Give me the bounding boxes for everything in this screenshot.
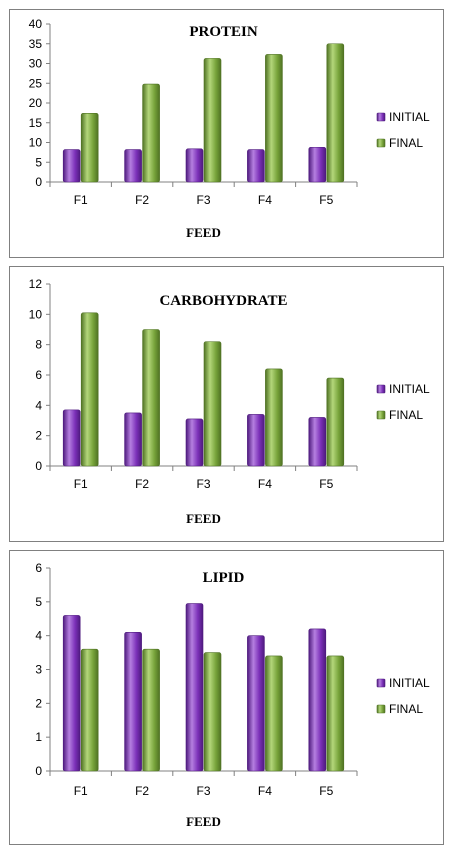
bar-final-f1 — [80, 312, 99, 467]
bar-final-f5 — [326, 43, 345, 183]
y-tick-label: 10 — [29, 307, 43, 321]
bar-final-f5 — [326, 377, 345, 467]
bar-initial-f5 — [308, 628, 327, 772]
x-tick-label: F3 — [196, 784, 210, 798]
bar-initial-f1 — [62, 409, 81, 467]
bar-initial-f2 — [124, 412, 142, 467]
y-tick-label: 30 — [29, 57, 43, 71]
y-tick-label: 0 — [35, 459, 42, 473]
legend-swatch-initial — [376, 384, 386, 394]
y-tick-label: 3 — [35, 663, 42, 677]
bar-initial-f3 — [185, 418, 204, 467]
bar-initial-f4 — [247, 149, 265, 183]
y-tick-label: 2 — [35, 696, 42, 710]
y-tick-label: 20 — [29, 96, 43, 110]
bar-final-f2 — [142, 83, 160, 183]
y-tick-label: 10 — [29, 136, 43, 150]
x-tick-label: F4 — [258, 784, 272, 798]
y-tick-label: 0 — [35, 175, 42, 189]
x-tick-label: F1 — [74, 193, 88, 207]
carbohydrate-chart-panel: CARBOHYDRATE 0 2 4 6 8 10 12 F1 F2 F3 F4 F5 FEED INITI… — [9, 266, 444, 542]
y-tick-label: 5 — [35, 595, 42, 609]
y-tick-label: 12 — [29, 277, 43, 291]
y-tick-label: 6 — [35, 368, 42, 382]
y-tick-label: 4 — [35, 629, 42, 643]
y-tick-label: 6 — [35, 561, 42, 575]
legend-label-initial: INITIAL — [389, 676, 430, 690]
legend-label-initial: INITIAL — [389, 382, 430, 396]
bar-final-f4 — [265, 368, 283, 467]
bar-initial-f5 — [308, 417, 327, 467]
legend-swatch-final — [376, 138, 386, 148]
lipid-chart-panel: LIPID 0 1 2 3 4 5 6 F1 F2 F3 F4 F5 FEED INITIAL FINAL — [9, 550, 444, 845]
x-tick-label: F5 — [319, 477, 333, 491]
bar-final-f1 — [80, 112, 99, 183]
y-tick-label: 15 — [29, 116, 43, 130]
legend-label-initial: INITIAL — [389, 110, 430, 124]
bar-final-f1 — [80, 648, 99, 772]
legend-swatch-initial — [376, 112, 386, 122]
bar-initial-f3 — [185, 148, 204, 183]
y-tick-label: 4 — [35, 398, 42, 412]
x-axis-title: FEED — [186, 511, 221, 526]
bar-final-f2 — [142, 329, 160, 467]
y-tick-label: 2 — [35, 429, 42, 443]
protein-chart-panel: PROTEIN 0 5 10 15 20 25 30 35 40 F1 F2 F3 F4 F5 FEED INI… — [9, 9, 444, 258]
bar-final-f5 — [326, 655, 345, 772]
bar-initial-f2 — [124, 631, 142, 772]
x-axis-title: FEED — [186, 225, 221, 240]
x-tick-label: F2 — [135, 784, 149, 798]
x-tick-label: F5 — [319, 784, 333, 798]
x-tick-label: F1 — [74, 477, 88, 491]
bar-initial-f4 — [247, 414, 265, 467]
chart-title: PROTEIN — [189, 24, 258, 40]
y-tick-label: 8 — [35, 338, 42, 352]
y-tick-label: 5 — [35, 155, 42, 169]
bar-final-f3 — [203, 652, 222, 772]
y-tick-label: 0 — [35, 764, 42, 778]
y-tick-label: 1 — [35, 730, 42, 744]
bar-initial-f1 — [62, 149, 81, 183]
lipid-chart: LIPID 0 1 2 3 4 5 6 F1 F2 F3 F4 F5 FEED INITIAL FINAL — [35, 561, 430, 829]
x-tick-label: F3 — [196, 193, 210, 207]
x-tick-label: F4 — [258, 477, 272, 491]
legend-swatch-final — [376, 704, 386, 714]
x-axis-title: FEED — [186, 814, 221, 829]
legend-label-final: FINAL — [389, 702, 423, 716]
chart-title: LIPID — [203, 570, 245, 586]
carbohydrate-chart: CARBOHYDRATE 0 2 4 6 8 10 12 F1 F2 F3 F4 F5 FEED INITI… — [29, 277, 430, 526]
protein-chart: PROTEIN 0 5 10 15 20 25 30 35 40 F1 F2 F3 F4 F5 FEED INI… — [29, 17, 430, 240]
legend-label-final: FINAL — [389, 136, 423, 150]
bar-final-f3 — [203, 341, 222, 467]
bar-final-f4 — [265, 54, 283, 183]
bar-final-f2 — [142, 648, 160, 772]
legend-swatch-initial — [376, 678, 386, 688]
bar-initial-f4 — [247, 635, 265, 772]
bar-initial-f1 — [62, 615, 81, 772]
bar-initial-f2 — [124, 149, 142, 183]
x-tick-label: F2 — [135, 193, 149, 207]
y-tick-label: 25 — [29, 76, 43, 90]
legend-swatch-final — [376, 410, 386, 420]
bar-initial-f3 — [185, 603, 204, 772]
chart-title: CARBOHYDRATE — [159, 293, 287, 309]
x-tick-label: F3 — [196, 477, 210, 491]
legend-label-final: FINAL — [389, 408, 423, 422]
y-tick-label: 40 — [29, 17, 43, 31]
y-tick-label: 35 — [29, 37, 43, 51]
bar-initial-f5 — [308, 146, 327, 183]
bar-final-f3 — [203, 58, 222, 183]
x-tick-label: F2 — [135, 477, 149, 491]
bar-final-f4 — [265, 655, 283, 772]
x-tick-label: F5 — [319, 193, 333, 207]
x-tick-label: F1 — [74, 784, 88, 798]
x-tick-label: F4 — [258, 193, 272, 207]
